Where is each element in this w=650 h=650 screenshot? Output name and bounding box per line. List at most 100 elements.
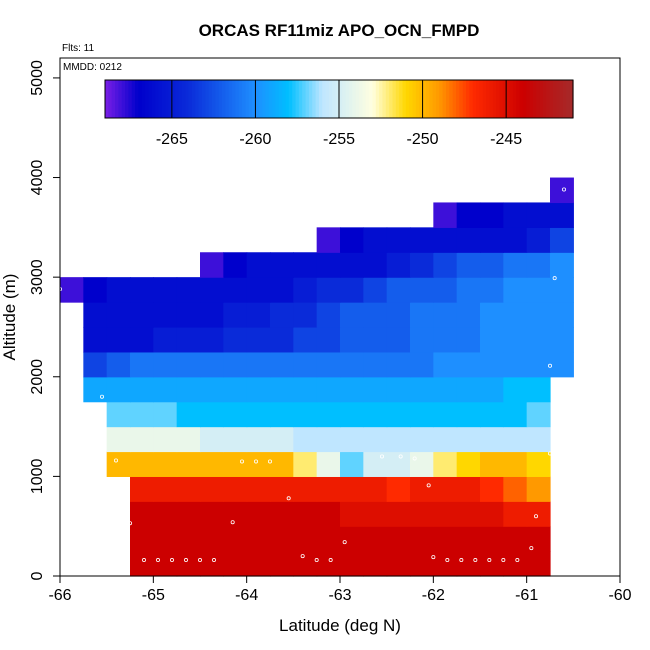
heatmap-cell	[503, 302, 528, 328]
colorbar-segment	[452, 80, 457, 118]
colorbar-segment	[502, 80, 507, 118]
heatmap-cell	[176, 326, 201, 353]
colorbar-segment	[519, 80, 524, 118]
colorbar-segment	[522, 80, 527, 118]
sample-point	[267, 459, 272, 464]
heatmap-cell	[153, 476, 178, 502]
heatmap-cell	[340, 277, 364, 303]
heatmap-cell	[433, 351, 458, 378]
heatmap-cell	[200, 277, 224, 303]
heatmap-cell	[130, 376, 154, 403]
colorbar-segment	[389, 80, 394, 118]
colorbar-segment	[312, 80, 317, 118]
heatmap-cell	[386, 227, 411, 253]
colorbar-segment	[252, 80, 257, 118]
heatmap-cell	[340, 351, 364, 378]
colorbar-segment	[395, 80, 400, 118]
colorbar-segment	[359, 80, 363, 118]
heatmap-cell	[386, 326, 411, 353]
heatmap-cell	[153, 426, 178, 453]
heatmap-cell	[503, 451, 528, 477]
colorbar-segment	[295, 80, 300, 118]
colorbar-segment	[352, 80, 357, 118]
heatmap-cell	[503, 401, 528, 428]
heatmap-cell	[270, 277, 294, 303]
colorbar-segment	[201, 80, 206, 118]
heatmap-cell	[456, 526, 481, 552]
heatmap-cell	[550, 326, 574, 353]
heatmap-cell	[550, 177, 574, 204]
colorbar-segment	[492, 80, 497, 118]
heatmap-cell	[340, 302, 364, 328]
heatmap-cell	[456, 351, 481, 378]
heatmap-cell	[293, 451, 318, 477]
sample-point	[552, 276, 557, 281]
colorbar-segment	[365, 80, 370, 118]
colorbar-segment	[308, 80, 313, 118]
colorbar-segment	[125, 80, 129, 118]
colorbar-segment	[385, 80, 390, 118]
y-axis: 0 1000 2000 3000 4000 5000	[29, 60, 60, 580]
colorbar-segment	[151, 80, 156, 118]
heatmap-cell	[200, 302, 224, 328]
sample-point	[127, 521, 132, 526]
colorbar-segment	[486, 80, 491, 118]
heatmap-cell	[270, 252, 294, 278]
heatmap-cell	[503, 351, 528, 378]
heatmap-cell	[433, 202, 458, 228]
heatmap-cell	[83, 326, 108, 353]
colorbar-segment	[409, 80, 414, 118]
colorbar-segment	[141, 80, 146, 118]
heatmap-cell	[340, 451, 364, 477]
colorbar-segment	[466, 80, 470, 118]
heatmap-cell	[246, 252, 271, 278]
colorbar-segment	[369, 80, 374, 118]
colorbar-segment	[211, 80, 216, 118]
heatmap-cell	[270, 551, 294, 577]
heatmap-cell	[176, 277, 201, 303]
heatmap-cell	[480, 227, 504, 253]
heatmap-cell	[410, 277, 434, 303]
colorbar-segment	[512, 80, 517, 118]
heatmap-cell	[130, 302, 154, 328]
colorbar-segment	[529, 80, 534, 118]
colorbar-segment	[248, 80, 253, 118]
heatmap-cell	[106, 351, 131, 378]
heatmap-cell	[456, 252, 481, 278]
heatmap-cell	[503, 326, 528, 353]
colorbar-segment	[235, 80, 240, 118]
heatmap-cell	[200, 426, 224, 453]
colorbar-segment	[335, 80, 340, 118]
heatmap-cell	[526, 252, 551, 278]
heatmap-cell	[153, 526, 178, 552]
flights-label: Flts: 11	[62, 43, 94, 54]
heatmap-cell	[106, 326, 131, 353]
heatmap-cell	[130, 476, 154, 502]
heatmap-cell	[223, 551, 248, 577]
colorbar-segment	[282, 80, 287, 118]
y-axis-label: Altitude (m)	[0, 274, 19, 361]
colorbar-segment	[332, 80, 337, 118]
heatmap-cell	[386, 551, 411, 577]
sample-point	[253, 459, 258, 464]
heatmap-cell	[246, 376, 271, 403]
heatmap-cell	[130, 526, 154, 552]
colorbar-segment	[191, 80, 196, 118]
heatmap-cell	[316, 376, 341, 403]
sample-point	[487, 558, 492, 563]
colorbar-segment	[148, 80, 153, 118]
colorbar-segment	[499, 80, 504, 118]
heatmap-cell	[106, 401, 131, 428]
heatmap-cell	[246, 551, 271, 577]
heatmap-cell	[363, 526, 388, 552]
heatmap-cell	[340, 551, 364, 577]
colorbar-segment	[379, 80, 384, 118]
heatmap-cell	[270, 451, 294, 477]
heatmap-cell	[340, 227, 364, 253]
colorbar-segment	[288, 80, 293, 118]
heatmap-cell	[130, 401, 154, 428]
chart-title: ORCAS RF11miz APO_OCN_FMPD	[199, 21, 480, 40]
heatmap-cell	[363, 277, 388, 303]
heatmap-cell	[480, 326, 504, 353]
